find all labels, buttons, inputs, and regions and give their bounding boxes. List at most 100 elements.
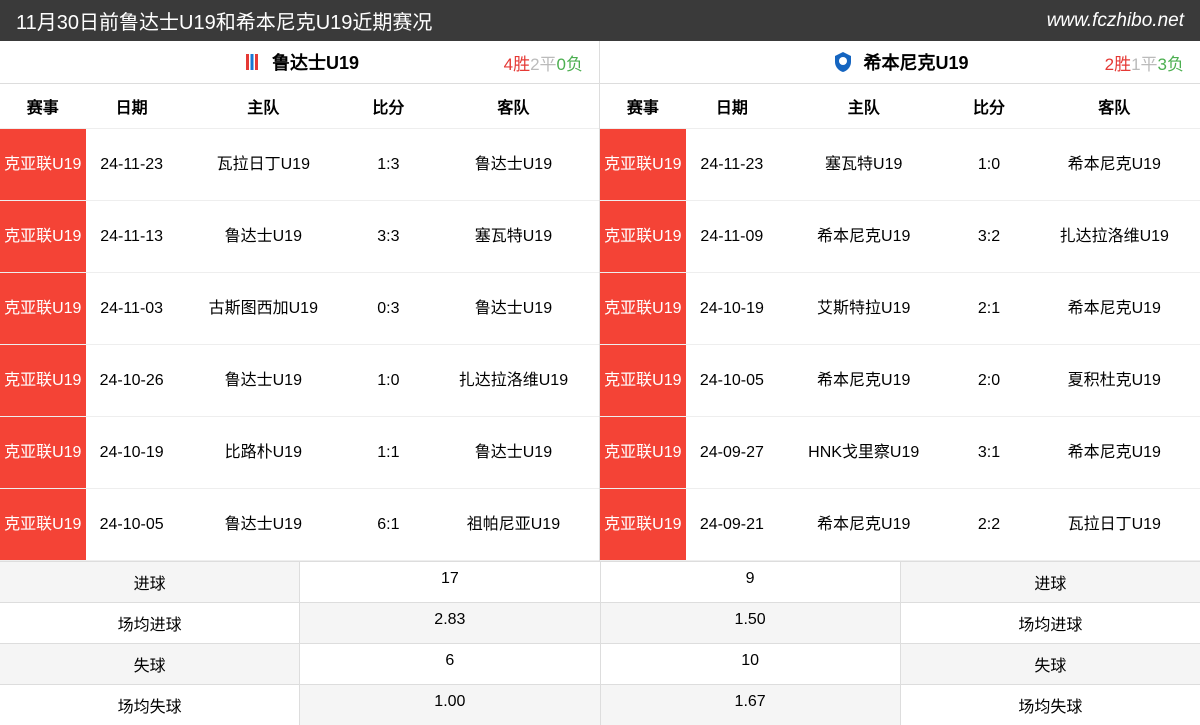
right-panel: 希本尼克U19 2胜1平3负 赛事 日期 主队 比分 客队 克亚联U1924-1… <box>600 41 1200 561</box>
table-row: 克亚联U1924-10-26鲁达士U191:0扎达拉洛维U19 <box>0 345 599 417</box>
summary-row: 场均进球 2.83 1.50 场均进球 <box>0 602 1200 643</box>
competition-cell: 克亚联U19 <box>600 417 686 489</box>
competition-cell: 克亚联U19 <box>600 345 686 417</box>
away-cell: 鲁达士U19 <box>428 273 599 345</box>
competition-cell: 克亚联U19 <box>600 129 686 201</box>
date-cell: 24-10-19 <box>686 273 778 345</box>
home-cell: 希本尼克U19 <box>778 489 949 561</box>
date-cell: 24-10-19 <box>86 417 178 489</box>
table-header-row: 赛事 日期 主队 比分 客队 <box>600 84 1200 129</box>
score-cell: 3:2 <box>949 201 1028 273</box>
summary-label: 失球 <box>901 644 1200 684</box>
home-cell: 鲁达士U19 <box>178 345 349 417</box>
team-name: 希本尼克U19 <box>863 49 968 75</box>
team-record: 4胜2平0负 <box>504 50 583 75</box>
competition-cell: 克亚联U19 <box>600 489 686 561</box>
home-cell: 古斯图西加U19 <box>178 273 349 345</box>
away-cell: 瓦拉日丁U19 <box>1029 489 1200 561</box>
summary-label: 进球 <box>0 562 300 602</box>
table-row: 克亚联U1924-10-19比路朴U191:1鲁达士U19 <box>0 417 599 489</box>
date-cell: 24-11-23 <box>686 129 778 201</box>
home-cell: 塞瓦特U19 <box>778 129 949 201</box>
table-row: 克亚联U1924-10-05鲁达士U196:1祖帕尼亚U19 <box>0 489 599 561</box>
table-row: 克亚联U1924-10-05希本尼克U192:0夏积杜克U19 <box>600 345 1200 417</box>
summary-label: 场均失球 <box>901 685 1200 725</box>
away-cell: 鲁达士U19 <box>428 417 599 489</box>
col-comp: 赛事 <box>0 84 86 129</box>
summary-table: 进球 17 9 进球 场均进球 2.83 1.50 场均进球 失球 6 10 失… <box>0 561 1200 725</box>
summary-value: 17 <box>300 562 600 602</box>
home-cell: 艾斯特拉U19 <box>778 273 949 345</box>
summary-value: 2.83 <box>300 603 600 643</box>
table-header-row: 赛事 日期 主队 比分 客队 <box>0 84 599 129</box>
score-cell: 1:0 <box>949 129 1028 201</box>
summary-row: 失球 6 10 失球 <box>0 643 1200 684</box>
table-row: 克亚联U1924-09-27HNK戈里察U193:1希本尼克U19 <box>600 417 1200 489</box>
date-cell: 24-11-13 <box>86 201 178 273</box>
date-cell: 24-11-09 <box>686 201 778 273</box>
away-cell: 鲁达士U19 <box>428 129 599 201</box>
summary-row: 进球 17 9 进球 <box>0 561 1200 602</box>
left-panel: 鲁达士U19 4胜2平0负 赛事 日期 主队 比分 客队 克亚联U1924-11… <box>0 41 600 561</box>
summary-row: 场均失球 1.00 1.67 场均失球 <box>0 684 1200 725</box>
team-logo-icon <box>831 50 855 74</box>
away-cell: 希本尼克U19 <box>1029 273 1200 345</box>
site-url: www.fczhibo.net <box>1047 10 1184 32</box>
competition-cell: 克亚联U19 <box>0 417 86 489</box>
home-cell: 希本尼克U19 <box>778 345 949 417</box>
home-cell: 希本尼克U19 <box>778 201 949 273</box>
date-cell: 24-10-05 <box>86 489 178 561</box>
competition-cell: 克亚联U19 <box>0 273 86 345</box>
score-cell: 0:3 <box>349 273 428 345</box>
score-cell: 3:3 <box>349 201 428 273</box>
home-cell: 比路朴U19 <box>178 417 349 489</box>
date-cell: 24-09-27 <box>686 417 778 489</box>
date-cell: 24-11-23 <box>86 129 178 201</box>
date-cell: 24-10-26 <box>86 345 178 417</box>
summary-value: 6 <box>300 644 600 684</box>
away-cell: 祖帕尼亚U19 <box>428 489 599 561</box>
col-away: 客队 <box>1029 84 1200 129</box>
competition-cell: 克亚联U19 <box>0 489 86 561</box>
competition-cell: 克亚联U19 <box>0 201 86 273</box>
away-cell: 夏积杜克U19 <box>1029 345 1200 417</box>
home-cell: 鲁达士U19 <box>178 489 349 561</box>
table-row: 克亚联U1924-09-21希本尼克U192:2瓦拉日丁U19 <box>600 489 1200 561</box>
score-cell: 2:2 <box>949 489 1028 561</box>
score-cell: 1:1 <box>349 417 428 489</box>
away-cell: 塞瓦特U19 <box>428 201 599 273</box>
home-cell: HNK戈里察U19 <box>778 417 949 489</box>
summary-label: 失球 <box>0 644 300 684</box>
summary-value: 9 <box>601 562 901 602</box>
summary-label: 进球 <box>901 562 1200 602</box>
score-cell: 2:1 <box>949 273 1028 345</box>
score-cell: 1:0 <box>349 345 428 417</box>
score-cell: 2:0 <box>949 345 1028 417</box>
matches-table-left: 赛事 日期 主队 比分 客队 克亚联U1924-11-23瓦拉日丁U191:3鲁… <box>0 84 599 561</box>
competition-cell: 克亚联U19 <box>0 345 86 417</box>
score-cell: 6:1 <box>349 489 428 561</box>
col-date: 日期 <box>686 84 778 129</box>
col-score: 比分 <box>349 84 428 129</box>
team-logo-icon <box>240 50 264 74</box>
home-cell: 鲁达士U19 <box>178 201 349 273</box>
col-away: 客队 <box>428 84 599 129</box>
table-row: 克亚联U1924-11-23塞瓦特U191:0希本尼克U19 <box>600 129 1200 201</box>
team-record: 2胜1平3负 <box>1105 50 1184 75</box>
table-row: 克亚联U1924-11-23瓦拉日丁U191:3鲁达士U19 <box>0 129 599 201</box>
away-cell: 扎达拉洛维U19 <box>428 345 599 417</box>
date-cell: 24-10-05 <box>686 345 778 417</box>
col-home: 主队 <box>178 84 349 129</box>
score-cell: 1:3 <box>349 129 428 201</box>
away-cell: 扎达拉洛维U19 <box>1029 201 1200 273</box>
col-home: 主队 <box>778 84 949 129</box>
summary-label: 场均进球 <box>901 603 1200 643</box>
away-cell: 希本尼克U19 <box>1029 417 1200 489</box>
competition-cell: 克亚联U19 <box>600 273 686 345</box>
table-row: 克亚联U1924-11-09希本尼克U193:2扎达拉洛维U19 <box>600 201 1200 273</box>
main-content: 鲁达士U19 4胜2平0负 赛事 日期 主队 比分 客队 克亚联U1924-11… <box>0 41 1200 561</box>
score-cell: 3:1 <box>949 417 1028 489</box>
col-date: 日期 <box>86 84 178 129</box>
date-cell: 24-11-03 <box>86 273 178 345</box>
competition-cell: 克亚联U19 <box>600 201 686 273</box>
